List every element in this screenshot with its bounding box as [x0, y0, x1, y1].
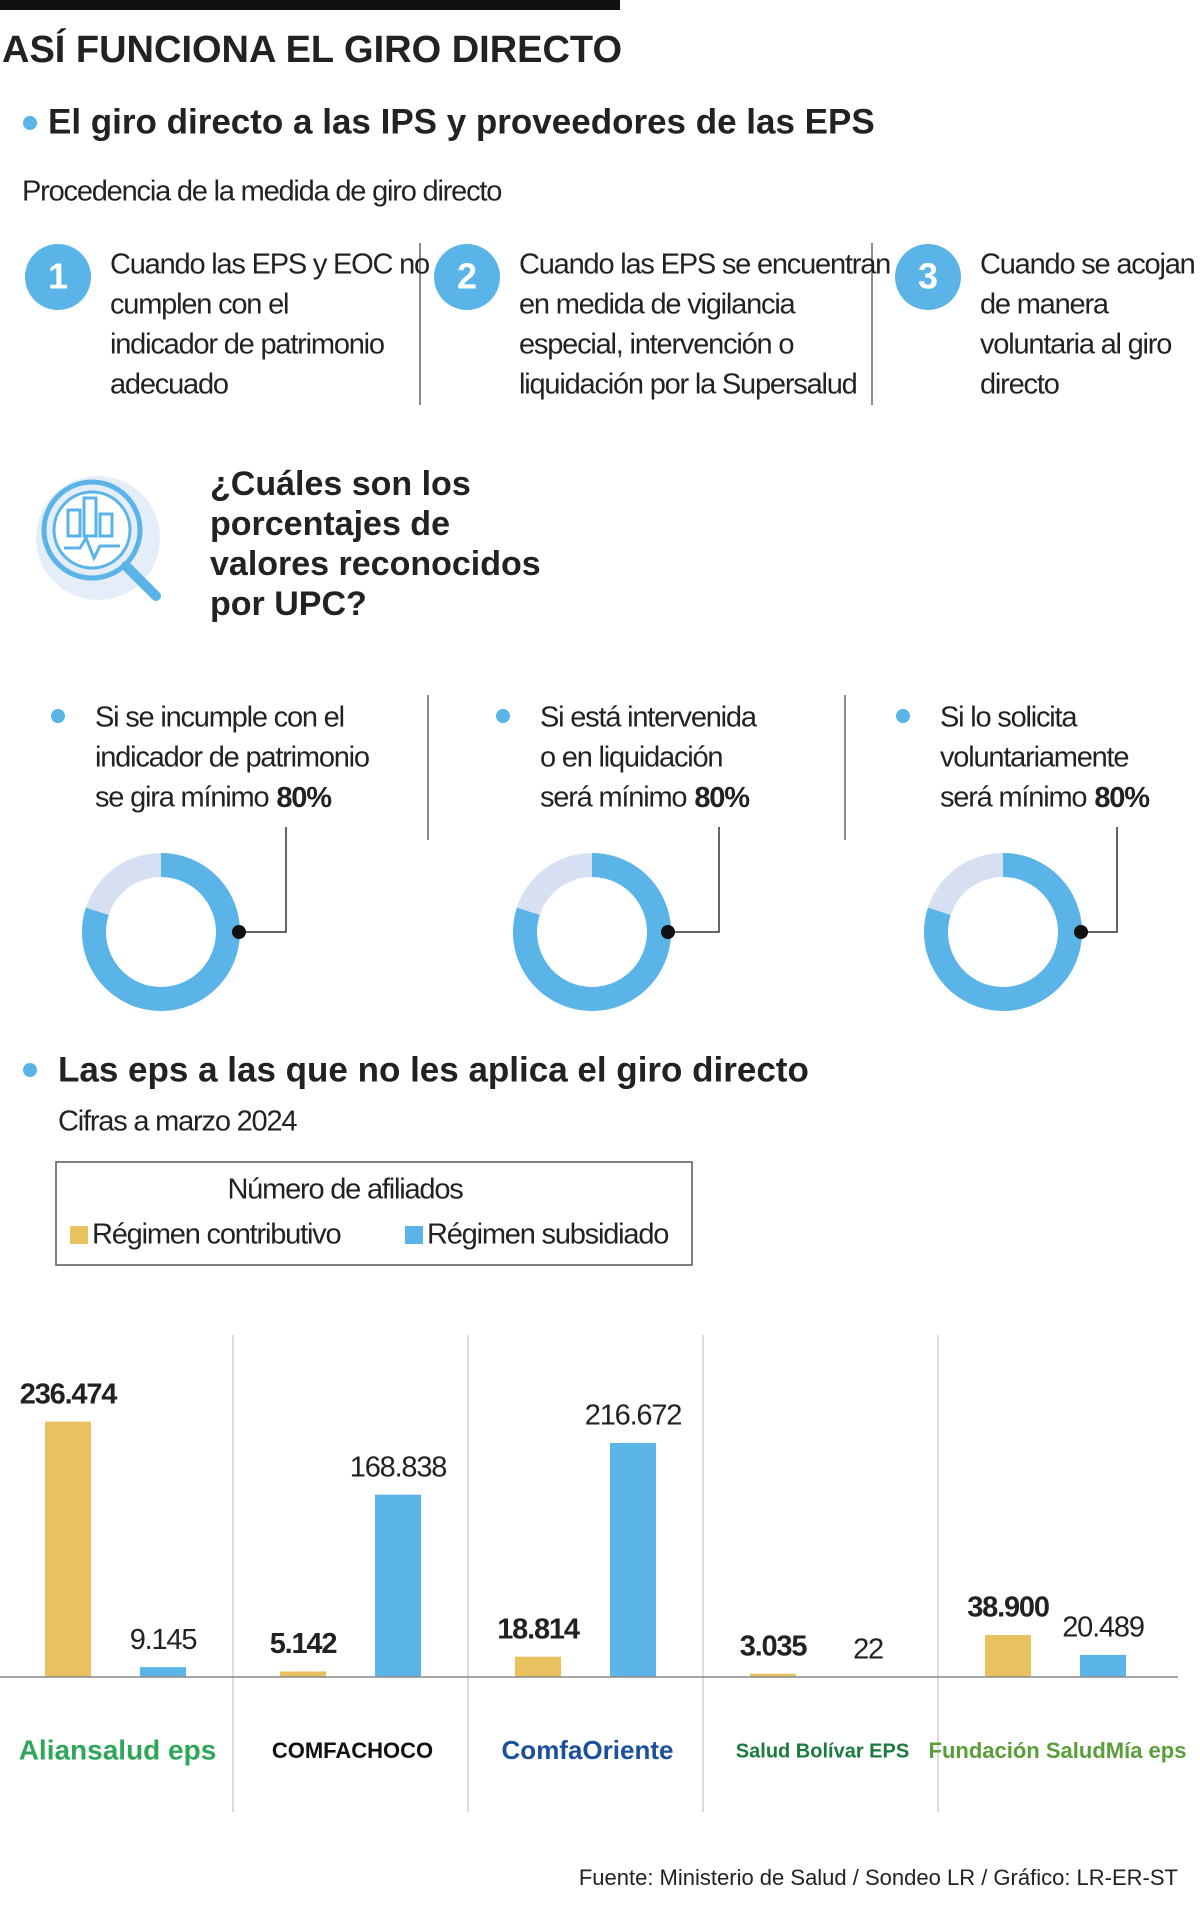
- step-text: de manera: [980, 289, 1110, 321]
- value-label: 236.474: [20, 1378, 117, 1410]
- step-text: cumplen con el: [110, 289, 288, 321]
- leader-line: [668, 827, 719, 932]
- leader-dot: [1074, 925, 1088, 939]
- bar: [140, 1667, 186, 1677]
- bar: [45, 1422, 91, 1677]
- step-text: en medida de vigilancia: [519, 289, 797, 321]
- value-label: 18.814: [497, 1613, 580, 1645]
- question: porcentajes de: [210, 505, 450, 543]
- chart-title: Las eps a las que no les aplica el giro …: [58, 1050, 809, 1089]
- section-title: El giro directo a las IPS y proveedores …: [48, 102, 875, 141]
- bullet: [51, 709, 65, 723]
- value-label: 5.142: [270, 1628, 337, 1660]
- value-label: 20.489: [1062, 1612, 1144, 1644]
- bar: [375, 1495, 421, 1677]
- donut-text: indicador de patrimonio: [95, 742, 369, 774]
- top-rule: [0, 0, 620, 10]
- value-label: 22: [853, 1634, 883, 1666]
- step-text: adecuado: [110, 369, 228, 401]
- question: por UPC?: [210, 585, 367, 623]
- question: ¿Cuáles son los: [210, 465, 471, 503]
- leader-line: [1081, 827, 1117, 932]
- step-number: 2: [457, 256, 477, 297]
- value-label: 9.145: [130, 1624, 197, 1656]
- donut-text: Si lo solicita: [940, 702, 1078, 734]
- bar: [610, 1443, 656, 1677]
- legend-swatch: [70, 1226, 88, 1244]
- chart-subtitle: Cifras a marzo 2024: [58, 1106, 297, 1138]
- bullet: [23, 1063, 37, 1077]
- value-label: 3.035: [740, 1630, 808, 1662]
- step-number: 3: [918, 256, 938, 297]
- donut-text: Si se incumple con el: [95, 702, 344, 734]
- value-label: 38.900: [967, 1592, 1049, 1624]
- step-text: Cuando las EPS se encuentran: [519, 249, 890, 281]
- bar: [515, 1657, 561, 1677]
- donut-text: o en liquidación: [540, 742, 722, 774]
- step-text: voluntaria al giro: [980, 329, 1171, 361]
- bar: [985, 1635, 1031, 1677]
- leader-dot: [232, 925, 246, 939]
- donut-text: voluntariamente: [940, 742, 1128, 774]
- category-logo: Salud Bolívar EPS: [736, 1740, 909, 1762]
- bar: [280, 1671, 326, 1677]
- step-text: Cuando las EPS y EOC no: [110, 249, 429, 281]
- legend-label: Régimen contributivo: [92, 1219, 340, 1251]
- value-label: 80%: [1094, 782, 1150, 814]
- bullet: [23, 116, 37, 130]
- donut-text: Si está intervenida: [540, 702, 758, 734]
- step-text: Cuando se acojan: [980, 249, 1195, 281]
- step-text: indicador de patrimonio: [110, 329, 384, 361]
- legend-label: Régimen subsidiado: [427, 1219, 668, 1251]
- legend-title: Número de afiliados: [227, 1174, 463, 1206]
- bullet: [496, 709, 510, 723]
- value-label: 80%: [694, 782, 750, 814]
- leader-dot: [661, 925, 675, 939]
- step-number: 1: [48, 256, 68, 297]
- value-label: 168.838: [350, 1451, 446, 1483]
- source: Fuente: Ministerio de Salud / Sondeo LR …: [579, 1865, 1178, 1890]
- leader-line: [239, 827, 286, 932]
- subtitle: Procedencia de la medida de giro directo: [22, 176, 501, 208]
- category-logo: Fundación SaludMía eps: [929, 1738, 1187, 1763]
- question: valores reconocidos: [210, 545, 541, 583]
- value-label: 216.672: [585, 1400, 681, 1432]
- legend-swatch: [405, 1226, 423, 1244]
- category-logo: COMFACHOCO: [272, 1738, 433, 1763]
- category-logo: Aliansalud eps: [19, 1734, 217, 1765]
- bar: [1080, 1655, 1126, 1677]
- category-logo: ComfaOriente: [502, 1735, 674, 1765]
- step-text: directo: [980, 369, 1059, 401]
- step-text: especial, intervención o: [519, 329, 793, 361]
- title: ASÍ FUNCIONA EL GIRO DIRECTO: [2, 27, 622, 71]
- icon: [36, 476, 160, 600]
- bullet: [896, 709, 910, 723]
- step-text: liquidación por la Supersalud: [519, 369, 857, 401]
- value-label: 80%: [276, 782, 332, 814]
